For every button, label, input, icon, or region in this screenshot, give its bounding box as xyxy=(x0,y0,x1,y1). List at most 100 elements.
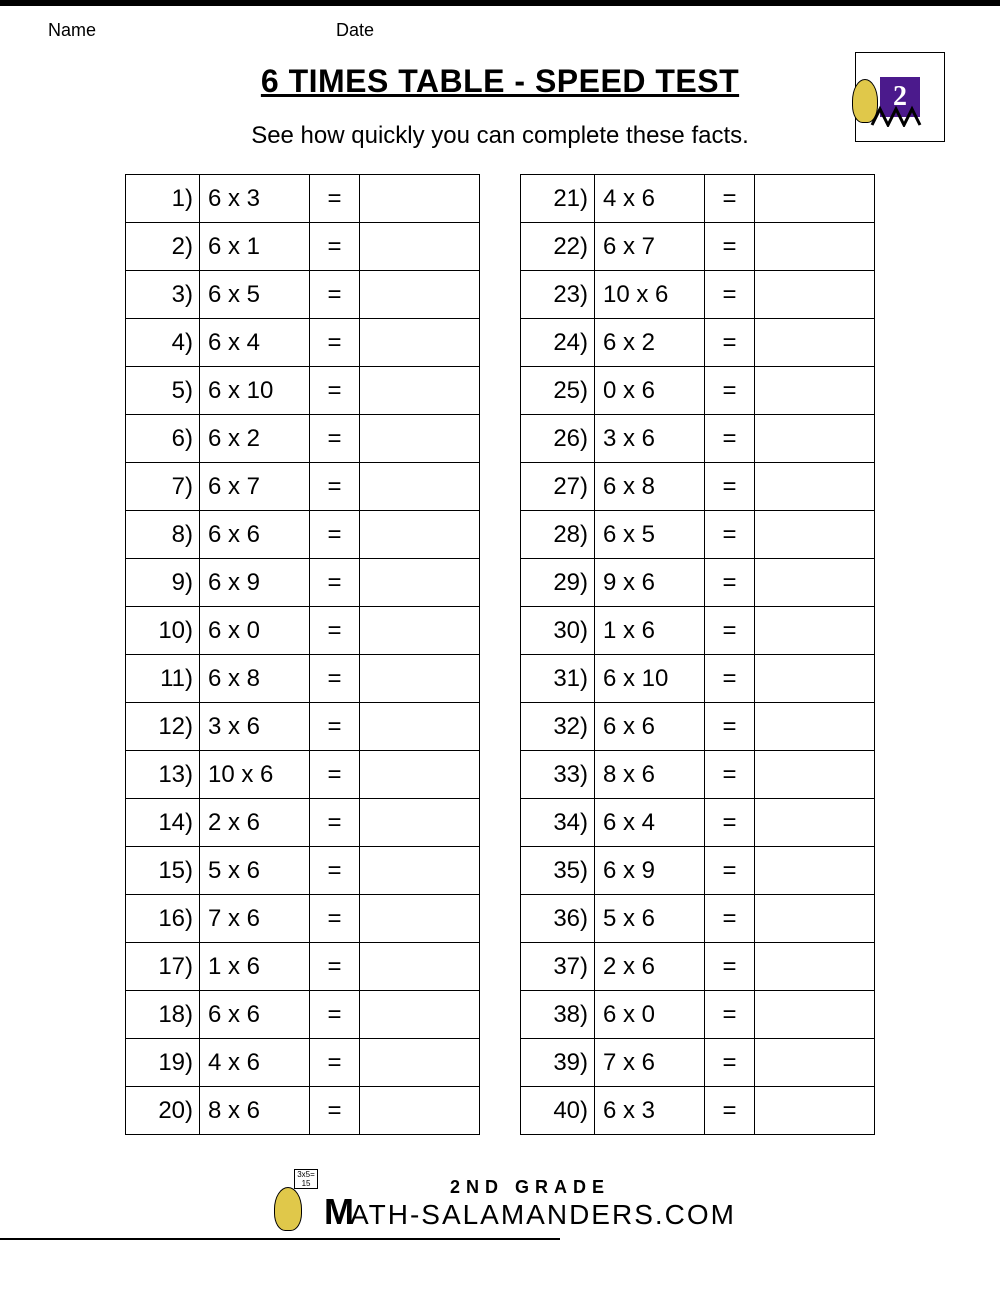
problem-row: 19)4 x 6= xyxy=(126,1039,480,1087)
problem-expression: 4 x 6 xyxy=(200,1039,310,1087)
problem-number: 27) xyxy=(521,463,595,511)
problem-expression: 10 x 6 xyxy=(595,271,705,319)
footer-underline xyxy=(0,1238,560,1240)
equals-sign: = xyxy=(310,319,360,367)
answer-blank[interactable] xyxy=(360,319,480,367)
problem-expression: 6 x 6 xyxy=(200,991,310,1039)
answer-blank[interactable] xyxy=(360,1039,480,1087)
problem-expression: 6 x 9 xyxy=(200,559,310,607)
answer-blank[interactable] xyxy=(360,1087,480,1135)
equals-sign: = xyxy=(310,607,360,655)
answer-blank[interactable] xyxy=(755,703,875,751)
answer-blank[interactable] xyxy=(360,511,480,559)
problem-row: 39)7 x 6= xyxy=(521,1039,875,1087)
answer-blank[interactable] xyxy=(755,367,875,415)
problem-expression: 6 x 8 xyxy=(595,463,705,511)
answer-blank[interactable] xyxy=(360,799,480,847)
problem-expression: 6 x 10 xyxy=(595,655,705,703)
answer-blank[interactable] xyxy=(360,751,480,799)
problem-number: 16) xyxy=(126,895,200,943)
problem-row: 22)6 x 7= xyxy=(521,223,875,271)
equals-sign: = xyxy=(310,223,360,271)
answer-blank[interactable] xyxy=(755,1087,875,1135)
equals-sign: = xyxy=(310,751,360,799)
problem-row: 35)6 x 9= xyxy=(521,847,875,895)
answer-blank[interactable] xyxy=(755,319,875,367)
answer-blank[interactable] xyxy=(755,271,875,319)
answer-blank[interactable] xyxy=(360,991,480,1039)
problem-number: 38) xyxy=(521,991,595,1039)
equals-sign: = xyxy=(310,559,360,607)
answer-blank[interactable] xyxy=(755,511,875,559)
problem-number: 20) xyxy=(126,1087,200,1135)
answer-blank[interactable] xyxy=(755,655,875,703)
problem-expression: 6 x 0 xyxy=(595,991,705,1039)
problem-expression: 8 x 6 xyxy=(200,1087,310,1135)
answer-blank[interactable] xyxy=(755,1039,875,1087)
problem-row: 28)6 x 5= xyxy=(521,511,875,559)
equals-sign: = xyxy=(310,655,360,703)
answer-blank[interactable] xyxy=(755,895,875,943)
problem-number: 11) xyxy=(126,655,200,703)
answer-blank[interactable] xyxy=(755,463,875,511)
problem-expression: 6 x 6 xyxy=(200,511,310,559)
answer-blank[interactable] xyxy=(360,895,480,943)
problem-number: 28) xyxy=(521,511,595,559)
answer-blank[interactable] xyxy=(755,751,875,799)
problem-number: 32) xyxy=(521,703,595,751)
answer-blank[interactable] xyxy=(755,559,875,607)
problem-number: 17) xyxy=(126,943,200,991)
problem-expression: 3 x 6 xyxy=(595,415,705,463)
answer-blank[interactable] xyxy=(360,463,480,511)
equals-sign: = xyxy=(705,511,755,559)
problem-number: 40) xyxy=(521,1087,595,1135)
problem-number: 8) xyxy=(126,511,200,559)
answer-blank[interactable] xyxy=(755,223,875,271)
problem-row: 34)6 x 4= xyxy=(521,799,875,847)
answer-blank[interactable] xyxy=(360,271,480,319)
problem-number: 22) xyxy=(521,223,595,271)
problem-expression: 6 x 5 xyxy=(200,271,310,319)
answer-blank[interactable] xyxy=(360,367,480,415)
answer-blank[interactable] xyxy=(755,415,875,463)
answer-blank[interactable] xyxy=(360,559,480,607)
problem-expression: 5 x 6 xyxy=(595,895,705,943)
problem-number: 33) xyxy=(521,751,595,799)
answer-blank[interactable] xyxy=(360,607,480,655)
equals-sign: = xyxy=(705,847,755,895)
problem-expression: 6 x 2 xyxy=(595,319,705,367)
answer-blank[interactable] xyxy=(755,607,875,655)
answer-blank[interactable] xyxy=(755,175,875,223)
problem-row: 14)2 x 6= xyxy=(126,799,480,847)
problem-number: 13) xyxy=(126,751,200,799)
footer-sign: 3x5= 15 xyxy=(294,1169,318,1189)
answer-blank[interactable] xyxy=(360,415,480,463)
equals-sign: = xyxy=(310,991,360,1039)
problem-expression: 7 x 6 xyxy=(595,1039,705,1087)
answer-blank[interactable] xyxy=(755,991,875,1039)
answer-blank[interactable] xyxy=(755,847,875,895)
footer-grade: 2ND GRADE xyxy=(450,1177,610,1198)
equals-sign: = xyxy=(310,415,360,463)
answer-blank[interactable] xyxy=(755,943,875,991)
answer-blank[interactable] xyxy=(360,943,480,991)
answer-blank[interactable] xyxy=(360,175,480,223)
answer-blank[interactable] xyxy=(360,223,480,271)
problem-expression: 6 x 7 xyxy=(595,223,705,271)
worksheet: 1)6 x 3=2)6 x 1=3)6 x 5=4)6 x 4=5)6 x 10… xyxy=(0,174,1000,1135)
problem-number: 29) xyxy=(521,559,595,607)
problem-expression: 6 x 3 xyxy=(595,1087,705,1135)
answer-blank[interactable] xyxy=(360,847,480,895)
problem-number: 35) xyxy=(521,847,595,895)
equals-sign: = xyxy=(705,559,755,607)
answer-blank[interactable] xyxy=(360,703,480,751)
corner-logo: 2 xyxy=(855,52,945,142)
problem-number: 25) xyxy=(521,367,595,415)
answer-blank[interactable] xyxy=(360,655,480,703)
problem-row: 23)10 x 6= xyxy=(521,271,875,319)
answer-blank[interactable] xyxy=(755,799,875,847)
problem-number: 18) xyxy=(126,991,200,1039)
footer-domain: ATH-SALAMANDERS.COM xyxy=(350,1199,736,1231)
problem-number: 6) xyxy=(126,415,200,463)
problem-row: 36)5 x 6= xyxy=(521,895,875,943)
